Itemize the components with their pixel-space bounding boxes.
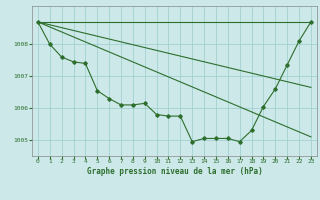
X-axis label: Graphe pression niveau de la mer (hPa): Graphe pression niveau de la mer (hPa) (86, 167, 262, 176)
